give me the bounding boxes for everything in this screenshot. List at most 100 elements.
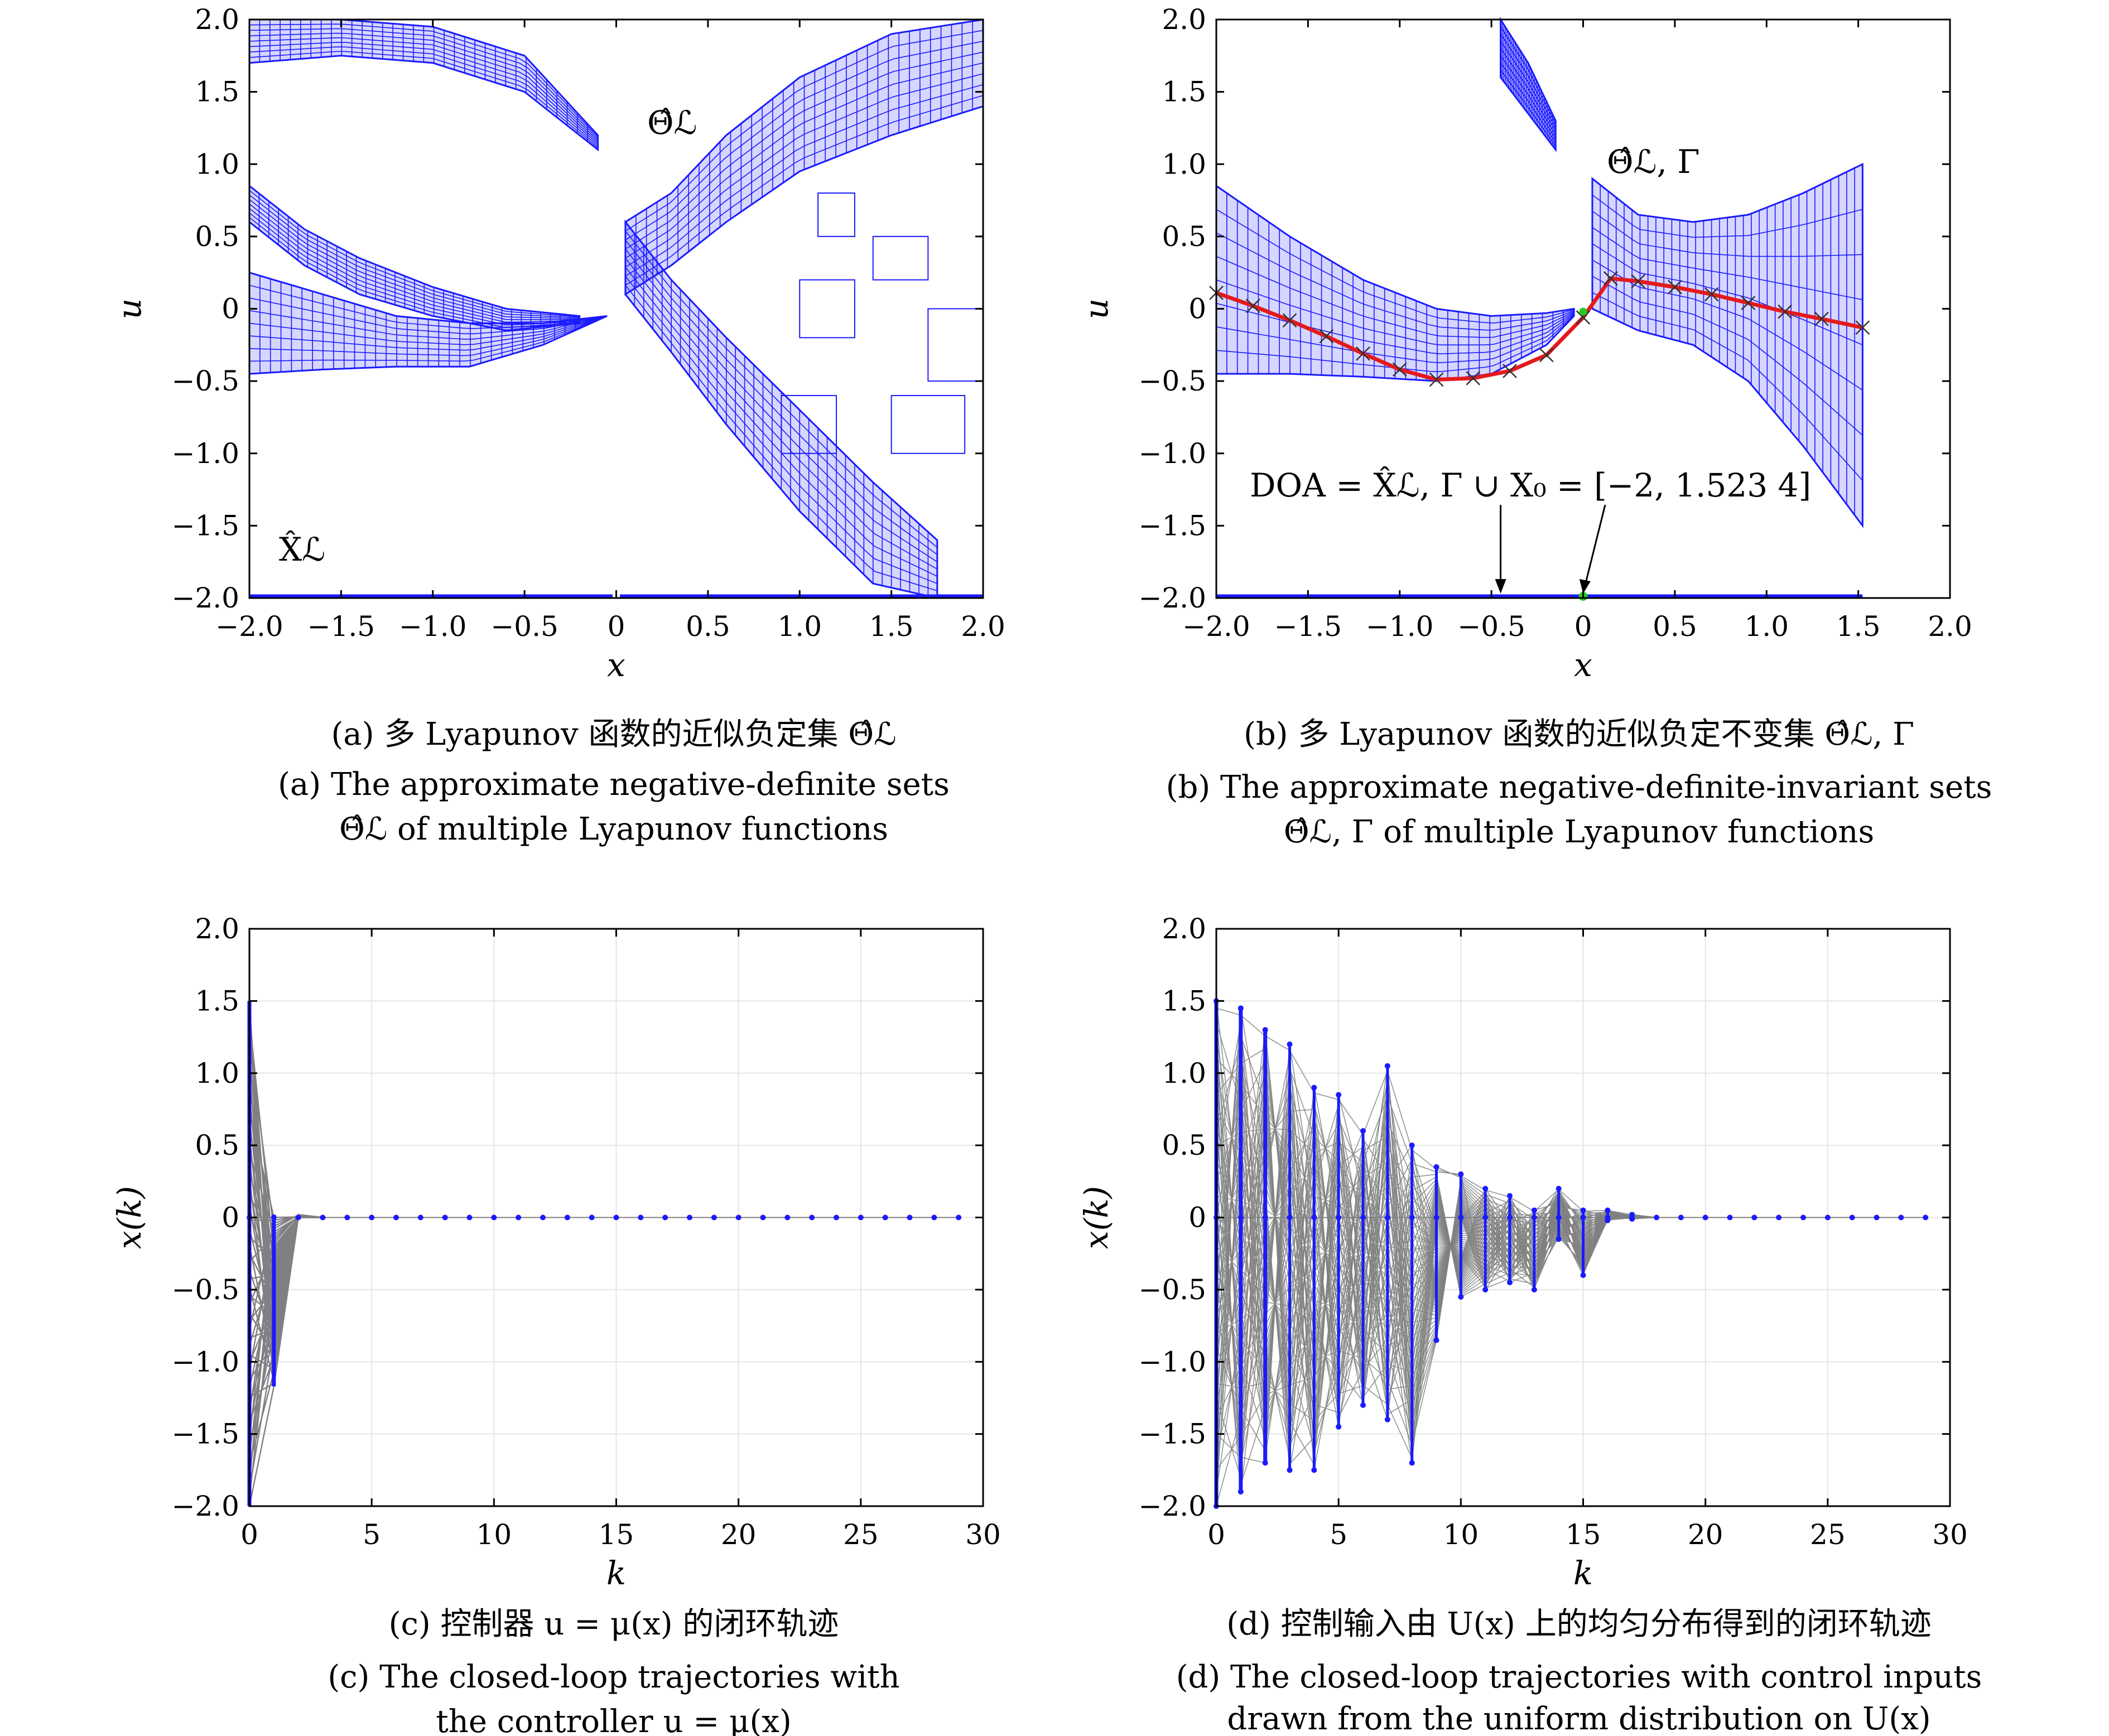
state-point <box>1727 1214 1733 1221</box>
state-point <box>442 1214 448 1221</box>
state-point <box>1360 1214 1366 1221</box>
x-axis-label: k <box>606 1554 626 1592</box>
x-tick-label: −1.5 <box>307 610 375 643</box>
state-spread-max-point <box>1458 1171 1464 1177</box>
y-tick-label: 0 <box>222 1202 239 1234</box>
controller-cross-marker <box>1603 271 1618 286</box>
coarse-box <box>872 235 929 281</box>
state-point <box>1654 1214 1659 1221</box>
band-mesh-line <box>249 315 608 345</box>
doa-arrow-left <box>1495 505 1506 594</box>
state-point <box>1238 1214 1244 1221</box>
state-point <box>1409 1214 1415 1221</box>
x-axis-label: x <box>1574 646 1592 684</box>
state-spread-min-point <box>1507 1279 1513 1285</box>
x-tick-label: 2.0 <box>1928 610 1972 643</box>
cross-stroke <box>1631 274 1646 289</box>
y-tick-label: 0.5 <box>195 220 239 253</box>
state-point <box>1507 1214 1513 1221</box>
state-point <box>1336 1214 1342 1221</box>
band-mesh-line <box>249 190 580 317</box>
theta-region-2 <box>248 18 599 152</box>
state-spread-max-point <box>1556 1185 1562 1192</box>
state-spread-max-point <box>1384 1063 1390 1069</box>
band-mesh-line <box>249 297 608 335</box>
state-point <box>1824 1214 1831 1221</box>
state-point <box>834 1214 839 1221</box>
cross-stroke <box>1466 371 1481 385</box>
coarse-box <box>927 308 984 382</box>
state-spread-min-point <box>1409 1460 1415 1466</box>
cross-stroke <box>1576 310 1591 325</box>
band-mesh-line <box>1500 33 1556 128</box>
state-point <box>931 1214 937 1221</box>
trajectory-line <box>248 1009 323 1321</box>
theta-invariant-region-0 <box>1215 184 1575 382</box>
y-tick-label: −0.5 <box>1139 1274 1206 1306</box>
y-tick-label: −2.0 <box>1139 582 1206 614</box>
band-mesh-line <box>249 315 608 351</box>
cross-stroke <box>1855 320 1870 335</box>
state-point <box>687 1214 692 1221</box>
state-point <box>1874 1214 1880 1221</box>
state-point <box>809 1214 815 1221</box>
controller-cross-marker <box>1466 371 1481 385</box>
x-tick-label: 0 <box>1574 610 1592 643</box>
band-mesh-line <box>1592 259 1863 390</box>
band-mesh-line <box>249 213 580 326</box>
x-tick-label: 1.0 <box>1744 610 1789 643</box>
state-point <box>344 1214 350 1221</box>
band-mesh-line <box>1216 255 1574 338</box>
y-tick-label: 1.5 <box>195 76 239 108</box>
y-tick-label: −1.0 <box>1139 1346 1206 1378</box>
band-mesh-line <box>1216 209 1574 324</box>
state-point <box>466 1214 473 1221</box>
state-spread-max-point <box>1580 1207 1586 1213</box>
y-tick-label: 1.5 <box>1162 985 1206 1017</box>
x-tick-label: −0.5 <box>1457 610 1525 643</box>
state-spread-max-point <box>1605 1207 1611 1213</box>
x-tick-label: 30 <box>965 1518 1001 1551</box>
state-spread-min-point <box>1238 1489 1244 1495</box>
y-tick-label: 1.5 <box>1162 76 1206 108</box>
state-spread-max-point <box>1409 1142 1415 1149</box>
y-tick-label: −0.5 <box>172 365 239 397</box>
band-mesh-line <box>249 46 599 147</box>
state-point <box>858 1214 864 1221</box>
cross-stroke <box>1356 346 1370 361</box>
state-point <box>1384 1214 1390 1221</box>
state-point <box>1776 1214 1782 1221</box>
y-tick-label: −2.0 <box>1139 1490 1206 1522</box>
y-tick-label: 2.0 <box>1162 913 1206 945</box>
y-tick-label: 0 <box>1188 1202 1206 1234</box>
state-point <box>638 1214 644 1221</box>
x-tick-label: 1.0 <box>777 610 822 643</box>
y-tick-label: 2.0 <box>195 3 239 36</box>
state-point <box>711 1214 717 1221</box>
trajectory-bundle <box>248 1001 323 1507</box>
coarse-box <box>781 395 837 454</box>
y-tick-label: −2.0 <box>172 582 239 614</box>
state-spread-min-point <box>1556 1236 1562 1242</box>
y-tick-label: −1.5 <box>172 1418 239 1450</box>
state-spread-max-point <box>1507 1193 1513 1199</box>
state-point <box>1800 1214 1806 1221</box>
state-point <box>882 1214 888 1221</box>
y-tick-label: 1.5 <box>195 985 239 1017</box>
controller-cross-marker <box>1778 304 1793 319</box>
state-point <box>393 1214 399 1221</box>
band-mesh-line <box>249 199 580 320</box>
state-spread-min-point <box>1433 1337 1439 1343</box>
theta-region-1 <box>248 184 581 331</box>
x-tick-label: −1.0 <box>1366 610 1433 643</box>
controller-cross-marker <box>1319 329 1334 344</box>
y-tick-label: −1.0 <box>172 437 239 470</box>
band-mesh-line <box>249 217 580 328</box>
band-mesh-line <box>625 62 984 259</box>
state-spread-max-point <box>1311 1084 1317 1091</box>
band-mesh-line <box>625 73 984 268</box>
y-tick-label: 1.0 <box>1162 1057 1206 1089</box>
band-mesh-line <box>249 315 608 356</box>
coarse-box <box>799 279 855 339</box>
band-mesh-line <box>249 310 608 340</box>
